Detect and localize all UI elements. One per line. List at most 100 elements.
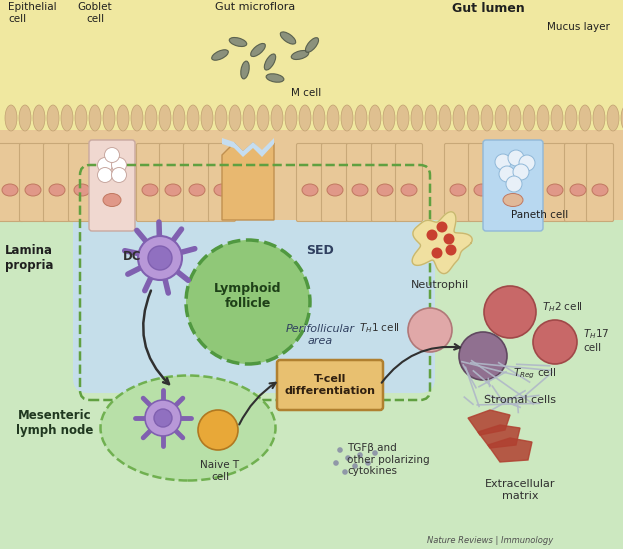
Circle shape	[345, 455, 351, 461]
FancyBboxPatch shape	[44, 143, 70, 221]
FancyBboxPatch shape	[0, 143, 24, 221]
Circle shape	[112, 167, 126, 182]
Text: $T_H$17
cell: $T_H$17 cell	[583, 327, 609, 352]
Text: Gut lumen: Gut lumen	[452, 2, 525, 15]
Circle shape	[533, 320, 577, 364]
Ellipse shape	[25, 184, 41, 196]
Text: Goblet
cell: Goblet cell	[78, 2, 112, 24]
Text: Paneth cell: Paneth cell	[511, 210, 569, 220]
Text: Neutrophil: Neutrophil	[411, 280, 469, 290]
Circle shape	[352, 463, 358, 469]
Text: $T_H$2 cell: $T_H$2 cell	[542, 300, 583, 314]
FancyBboxPatch shape	[493, 143, 520, 221]
Circle shape	[427, 229, 437, 240]
Circle shape	[357, 452, 363, 458]
Circle shape	[198, 410, 238, 450]
Circle shape	[519, 155, 535, 171]
Ellipse shape	[75, 105, 87, 131]
Ellipse shape	[523, 105, 535, 131]
Ellipse shape	[369, 105, 381, 131]
Ellipse shape	[189, 184, 205, 196]
Ellipse shape	[173, 105, 185, 131]
Ellipse shape	[47, 105, 59, 131]
FancyBboxPatch shape	[444, 143, 472, 221]
Text: Epithelial
cell: Epithelial cell	[8, 2, 57, 24]
FancyBboxPatch shape	[184, 143, 211, 221]
Ellipse shape	[565, 105, 577, 131]
Polygon shape	[412, 212, 472, 273]
Bar	[0, 220, 623, 549]
Ellipse shape	[250, 43, 265, 57]
FancyBboxPatch shape	[73, 163, 435, 393]
Ellipse shape	[214, 184, 230, 196]
Circle shape	[508, 150, 524, 166]
Ellipse shape	[401, 184, 417, 196]
Ellipse shape	[33, 105, 45, 131]
Ellipse shape	[291, 51, 309, 59]
FancyBboxPatch shape	[396, 143, 422, 221]
Text: Extracellular
matrix: Extracellular matrix	[485, 479, 555, 501]
FancyBboxPatch shape	[159, 143, 186, 221]
Ellipse shape	[341, 105, 353, 131]
Ellipse shape	[621, 105, 623, 131]
Circle shape	[98, 167, 113, 182]
Ellipse shape	[551, 105, 563, 131]
Bar	[0, 0, 623, 220]
Ellipse shape	[453, 105, 465, 131]
FancyBboxPatch shape	[297, 143, 323, 221]
Ellipse shape	[579, 105, 591, 131]
Ellipse shape	[145, 105, 157, 131]
Text: Lamina
propria: Lamina propria	[5, 244, 54, 272]
Polygon shape	[222, 138, 274, 157]
Ellipse shape	[495, 105, 507, 131]
Ellipse shape	[313, 105, 325, 131]
Circle shape	[459, 332, 507, 380]
FancyBboxPatch shape	[209, 143, 235, 221]
Ellipse shape	[103, 193, 121, 206]
Circle shape	[432, 248, 442, 259]
Ellipse shape	[165, 184, 181, 196]
Ellipse shape	[264, 54, 276, 70]
Ellipse shape	[19, 105, 31, 131]
Circle shape	[333, 460, 339, 466]
Circle shape	[138, 236, 182, 280]
FancyBboxPatch shape	[321, 143, 348, 221]
Ellipse shape	[212, 50, 229, 60]
Ellipse shape	[411, 105, 423, 131]
Ellipse shape	[5, 105, 17, 131]
Ellipse shape	[266, 74, 284, 82]
FancyBboxPatch shape	[277, 360, 383, 410]
Circle shape	[499, 166, 515, 182]
Circle shape	[513, 164, 529, 180]
Circle shape	[145, 400, 181, 436]
Circle shape	[154, 409, 172, 427]
FancyBboxPatch shape	[468, 143, 495, 221]
Circle shape	[112, 158, 126, 172]
FancyBboxPatch shape	[89, 140, 135, 231]
Circle shape	[484, 286, 536, 338]
Text: $T_{Reg}$ cell: $T_{Reg}$ cell	[513, 367, 556, 381]
FancyBboxPatch shape	[346, 143, 374, 221]
Polygon shape	[222, 143, 274, 220]
FancyBboxPatch shape	[541, 143, 569, 221]
Ellipse shape	[383, 105, 395, 131]
Ellipse shape	[103, 105, 115, 131]
FancyBboxPatch shape	[19, 143, 47, 221]
Ellipse shape	[131, 105, 143, 131]
Polygon shape	[488, 438, 532, 462]
Ellipse shape	[352, 184, 368, 196]
Ellipse shape	[467, 105, 479, 131]
Circle shape	[148, 246, 172, 270]
Ellipse shape	[201, 105, 213, 131]
Ellipse shape	[481, 105, 493, 131]
Ellipse shape	[509, 105, 521, 131]
Polygon shape	[478, 425, 520, 448]
Ellipse shape	[215, 105, 227, 131]
Ellipse shape	[537, 105, 549, 131]
FancyBboxPatch shape	[564, 143, 591, 221]
Text: SED: SED	[306, 244, 334, 256]
Ellipse shape	[439, 105, 451, 131]
Ellipse shape	[377, 184, 393, 196]
Text: $T_H$1 cell: $T_H$1 cell	[359, 321, 400, 335]
Ellipse shape	[100, 376, 275, 480]
